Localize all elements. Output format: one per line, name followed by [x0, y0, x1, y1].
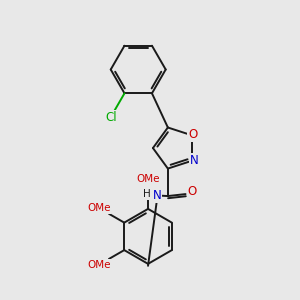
Text: OMe: OMe — [136, 174, 160, 184]
Text: N: N — [190, 154, 198, 167]
Text: N: N — [153, 189, 161, 202]
Text: H: H — [143, 189, 151, 199]
Text: OMe: OMe — [87, 260, 110, 270]
Text: O: O — [188, 128, 198, 141]
Text: Cl: Cl — [105, 111, 117, 124]
Text: O: O — [188, 184, 197, 198]
Text: OMe: OMe — [87, 203, 110, 213]
